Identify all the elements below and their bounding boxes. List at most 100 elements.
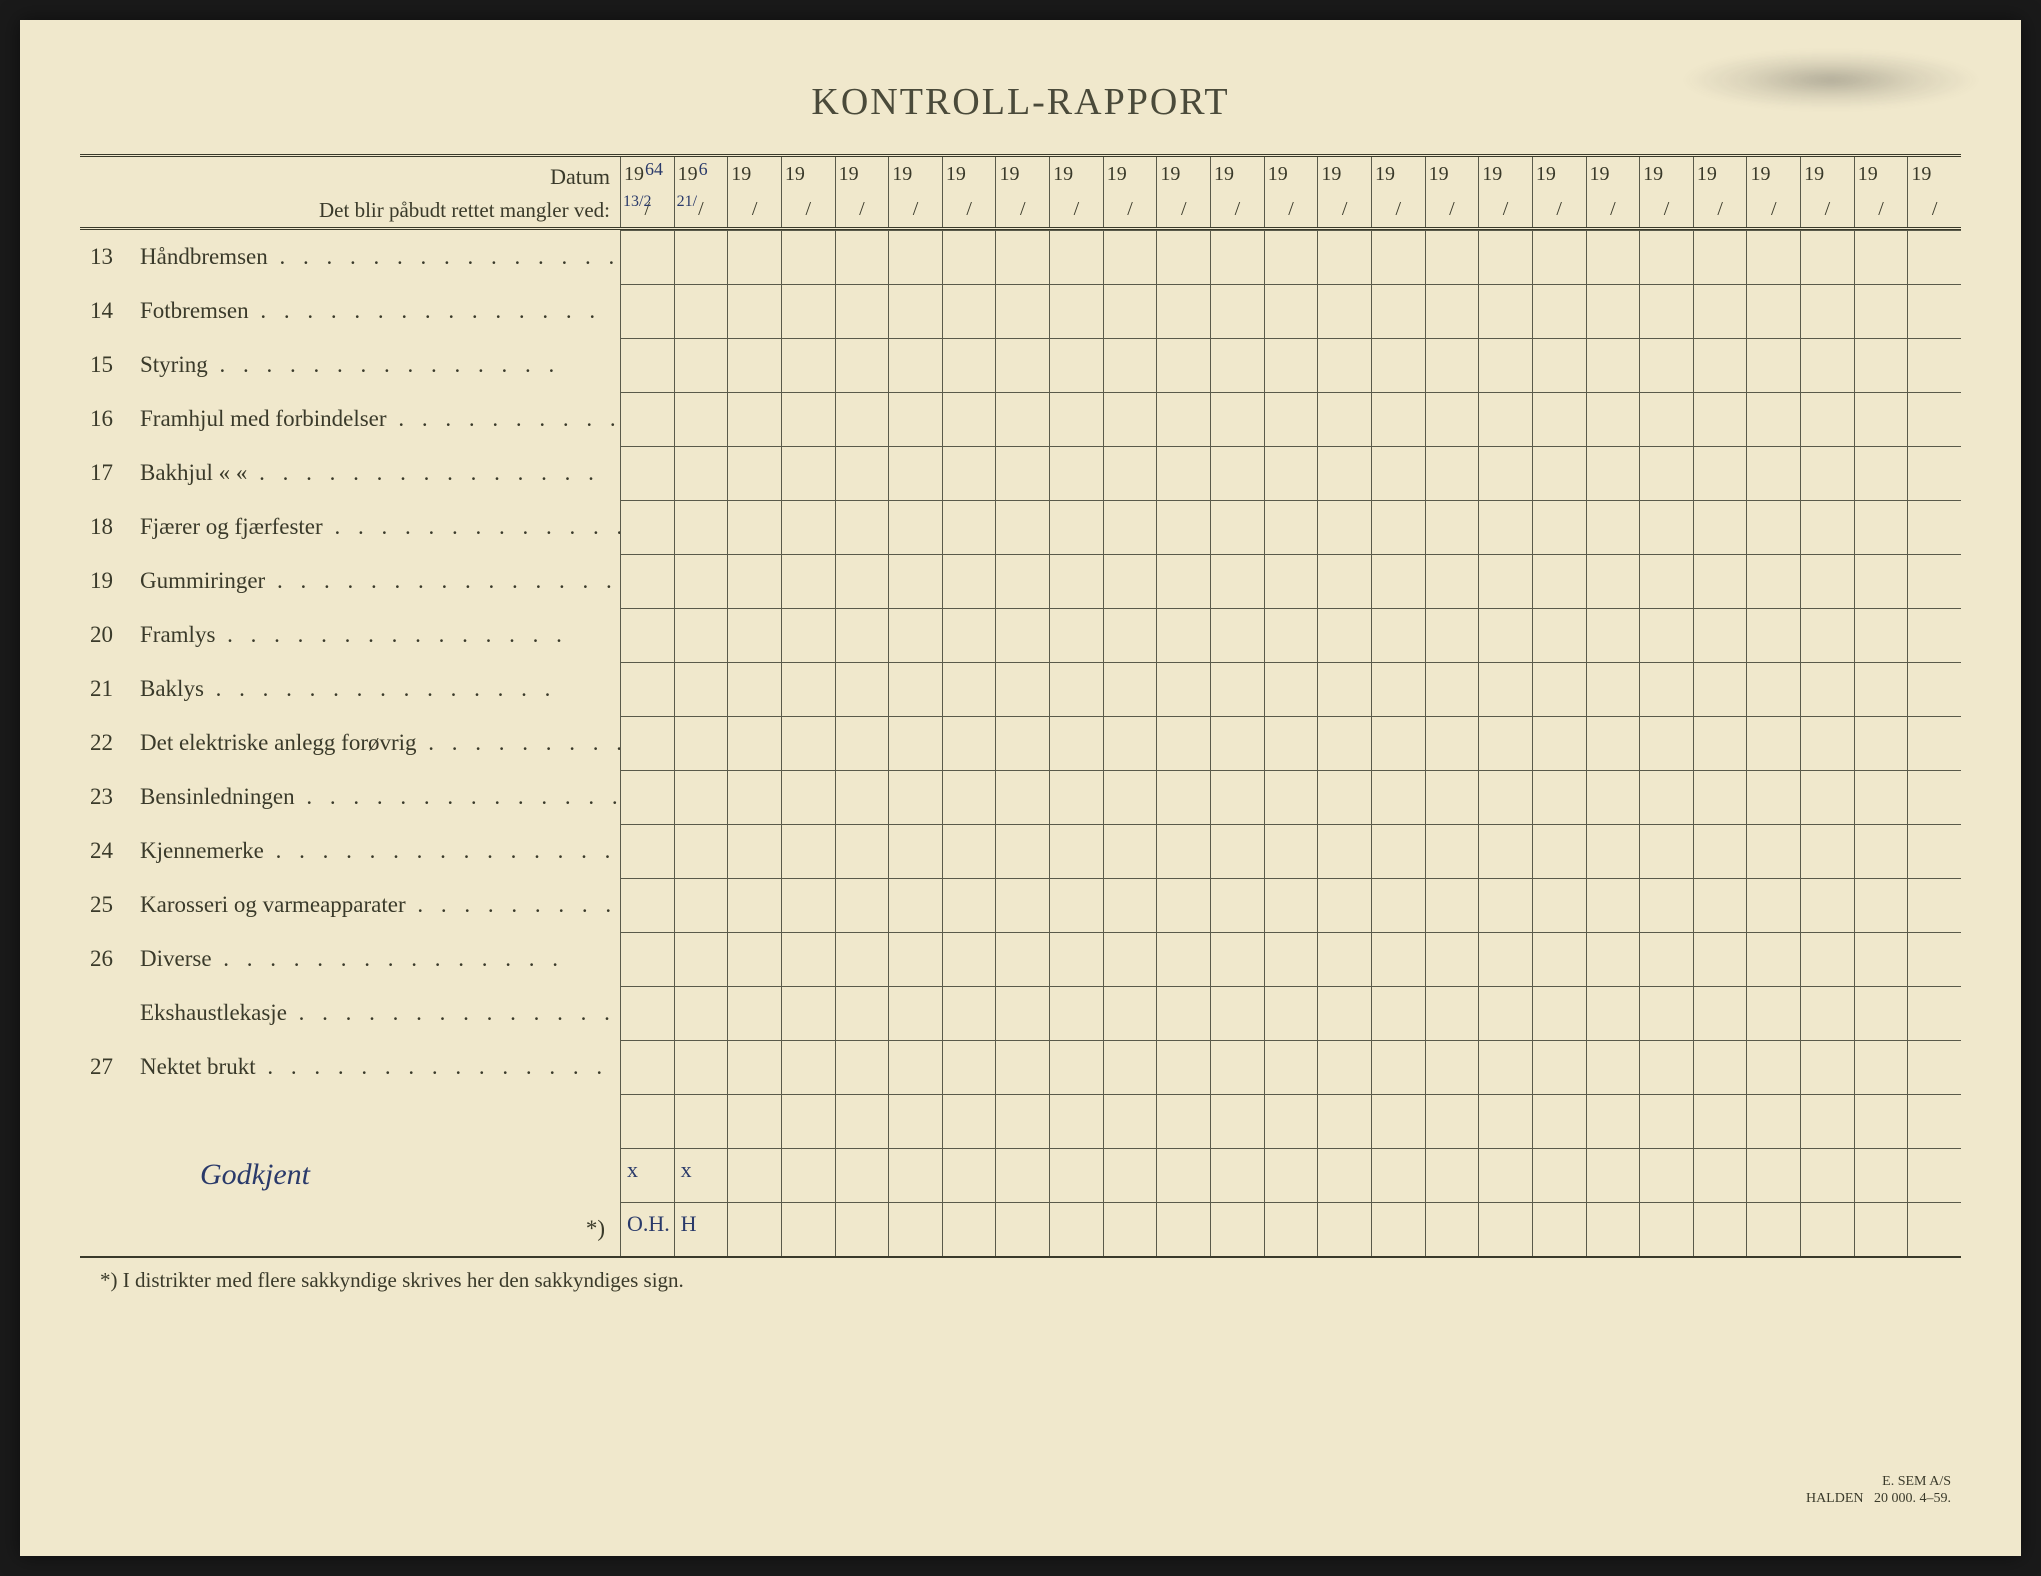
grid-cell [1156,230,1210,284]
grid-cell [1210,716,1264,770]
grid-cell [1854,716,1908,770]
grid-cell [1478,284,1532,338]
date-slash: / [1908,192,1961,227]
grid-cell [1693,1094,1747,1148]
grid-cell [835,446,889,500]
grid-cell [1907,662,1961,716]
grid-cell [1156,1148,1210,1202]
grid-cell [1478,1148,1532,1202]
grid-cell [1103,1202,1157,1256]
grid-cell [1854,608,1908,662]
grid-cell [888,338,942,392]
grid-cells [620,338,1961,392]
grid-cell [1049,1094,1103,1148]
grid-cell [835,770,889,824]
grid-cell [1371,392,1425,446]
grid-cell [1532,338,1586,392]
row-text: Karosseri og varmeapparater [140,892,620,918]
grid-cell [1264,824,1318,878]
grid-cell [1800,878,1854,932]
table-row: 20Framlys [80,608,1961,662]
grid-cell [1425,608,1479,662]
grid-cell [1425,878,1479,932]
grid-cell [1264,770,1318,824]
grid-cell [1854,932,1908,986]
signature-label: Godkjent [80,1158,620,1192]
date-slash: / [1157,192,1210,227]
year-column: 19/ [1049,157,1103,227]
grid-cell [674,338,728,392]
grid-cell [1371,986,1425,1040]
grid-cell [1854,770,1908,824]
row-text: Gummiringer [140,568,620,594]
year-column: 19/ [835,157,889,227]
table-row: 25Karosseri og varmeapparater [80,878,1961,932]
grid-cell [1049,446,1103,500]
grid-cell [1156,1094,1210,1148]
row-number: 15 [90,352,140,378]
grid-cell [727,1148,781,1202]
grid-cell [888,986,942,1040]
row-text: Det elektriske anlegg forøvrig [140,730,620,756]
grid-cell [1693,284,1747,338]
grid-cell [1210,1202,1264,1256]
grid-cell [1854,230,1908,284]
grid-cell [620,446,674,500]
grid-cell [1693,1148,1747,1202]
grid-cell [1156,878,1210,932]
grid-cell [1800,608,1854,662]
grid-cell [727,1202,781,1256]
grid-cell [1693,662,1747,716]
row-text: Framhjul med forbindelser [140,406,620,432]
grid-cell [1264,1040,1318,1094]
grid-cell [1049,770,1103,824]
asterisk-row: *)O.H.H [80,1202,1961,1256]
grid-cells: O.H.H [620,1202,1961,1256]
year-prefix: 19 [1104,157,1157,192]
row-text: Nektet brukt [140,1054,620,1080]
grid-cell [1317,662,1371,716]
handwritten-cell-mark: x [627,1157,638,1183]
grid-cell [674,1040,728,1094]
grid-cell [888,392,942,446]
row-number: 21 [90,676,140,702]
grid-cell [727,770,781,824]
date-slash: / [728,192,781,227]
date-slash: / [1050,192,1103,227]
grid-cell [674,662,728,716]
row-text: Bensinledningen [140,784,620,810]
main-table: Datum Det blir påbudt rettet mangler ved… [80,154,1961,1258]
grid-cell [1210,608,1264,662]
row-text: Fjærer og fjærfester [140,514,620,540]
grid-cell [1639,824,1693,878]
grid-cell [1478,230,1532,284]
grid-cell [1156,986,1210,1040]
grid-cell [1532,986,1586,1040]
grid-cell [1210,1040,1264,1094]
grid-cell [942,1202,996,1256]
year-prefix: 19 [1855,157,1908,192]
grid-cell [1800,662,1854,716]
table-row: Ekshaustlekasje [80,986,1961,1040]
grid-cell [1264,986,1318,1040]
grid-cell [1800,1094,1854,1148]
row-text: Diverse [140,946,620,972]
grid-cell [1746,1148,1800,1202]
grid-cell [1639,716,1693,770]
grid-cell [835,608,889,662]
year-column: 19/ [1425,157,1479,227]
grid-cell [1639,284,1693,338]
date-slash: / [943,192,996,227]
grid-cell [1049,824,1103,878]
grid-cell [1317,1094,1371,1148]
grid-cell [674,824,728,878]
grid-cell [781,1094,835,1148]
grid-cell [1317,608,1371,662]
grid-cell [1317,230,1371,284]
grid-cell [1371,878,1425,932]
grid-cell [781,824,835,878]
row-number: 17 [90,460,140,486]
date-slash: / [1211,192,1264,227]
grid-cell [1103,392,1157,446]
grid-cell [835,338,889,392]
